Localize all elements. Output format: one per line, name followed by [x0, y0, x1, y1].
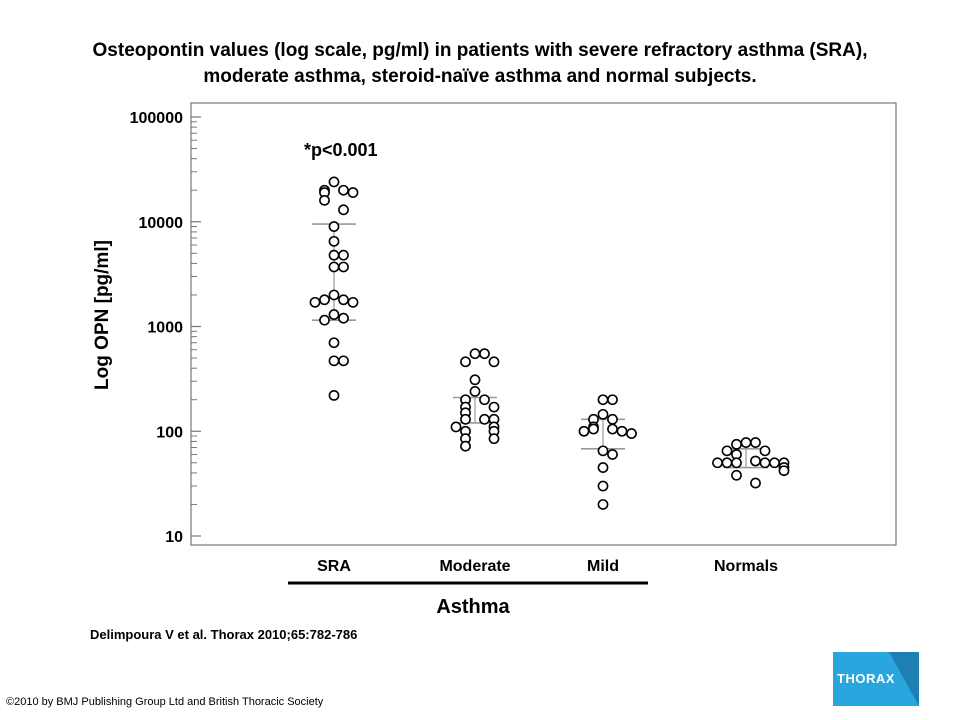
x-tick-label: Mild	[587, 558, 619, 575]
y-tick-label: 100	[156, 424, 183, 441]
data-point	[319, 314, 330, 326]
x-axis: SRA Moderate Mild Normals	[317, 558, 778, 575]
data-point	[479, 348, 490, 360]
data-point	[712, 457, 723, 469]
data-point	[469, 348, 481, 360]
data-point	[328, 261, 340, 273]
data-point	[450, 421, 462, 433]
data-point	[740, 437, 752, 448]
data-point	[460, 356, 471, 368]
data-point	[607, 449, 618, 460]
x-tick-label: Normals	[714, 558, 778, 575]
data-point	[731, 469, 742, 481]
data-point	[721, 457, 733, 469]
data-point	[338, 261, 349, 273]
thorax-logo: THORAX	[833, 652, 919, 706]
data-point	[488, 401, 500, 413]
data-point	[460, 413, 471, 425]
y-tick-label: 10	[165, 529, 183, 546]
data-point	[778, 465, 790, 477]
data-point	[597, 394, 609, 406]
data-point	[328, 289, 340, 301]
data-point	[750, 437, 761, 448]
group-label: Asthma	[436, 596, 510, 618]
data-point	[597, 445, 609, 457]
y-tick-label: 100000	[130, 110, 183, 127]
data-point	[769, 457, 780, 469]
copyright: ©2010 by BMJ Publishing Group Ltd and Br…	[6, 696, 324, 708]
data-point	[460, 440, 471, 452]
data-point	[731, 457, 742, 469]
data-point	[750, 455, 761, 467]
data-point	[319, 294, 330, 306]
data-point	[328, 309, 340, 320]
data-point	[479, 394, 490, 406]
data-point	[597, 462, 609, 473]
data-point	[347, 296, 359, 308]
data-point	[759, 445, 771, 457]
data-point	[338, 312, 349, 324]
data-point	[328, 249, 340, 261]
citation: Delimpoura V et al. Thorax 2010;65:782-7…	[90, 627, 358, 642]
y-tick-label: 1000	[147, 320, 183, 337]
data-point	[328, 176, 340, 188]
y-axis-label: Log OPN [pg/ml]	[92, 240, 113, 390]
data-point	[328, 355, 340, 367]
data-point	[347, 187, 359, 198]
data-point	[469, 374, 481, 386]
data-point	[338, 249, 349, 261]
data-point	[597, 480, 609, 492]
chart-title-line-1: Osteopontin values (log scale, pg/ml) in…	[92, 40, 868, 61]
data-point	[479, 413, 490, 425]
data-point	[469, 386, 481, 397]
data-point	[338, 204, 349, 216]
data-point	[607, 423, 618, 435]
x-tick-label: SRA	[317, 558, 351, 575]
data-point	[488, 356, 500, 368]
plot-frame	[190, 102, 897, 546]
data-point	[750, 477, 761, 489]
data-point	[578, 425, 590, 437]
data-point	[319, 194, 330, 206]
data-point	[588, 423, 599, 435]
data-point	[309, 296, 321, 308]
chart-title-line-2: moderate asthma, steroid-naïve asthma an…	[203, 66, 757, 87]
data-point	[607, 394, 618, 406]
data-point	[328, 389, 340, 401]
data-point	[338, 184, 349, 196]
data-point	[328, 337, 340, 349]
chart-title: Osteopontin values (log scale, pg/ml) in…	[0, 38, 960, 90]
data-point	[597, 408, 609, 420]
data-point	[488, 433, 500, 445]
data-point	[338, 294, 349, 306]
data-point	[759, 457, 771, 469]
x-tick-label: Moderate	[439, 558, 510, 575]
data-point	[607, 413, 618, 425]
y-tick-label: 10000	[139, 215, 184, 232]
data-point	[626, 428, 637, 439]
data-point	[328, 221, 340, 232]
data-point	[328, 235, 340, 247]
data-point	[721, 445, 733, 457]
data-point	[597, 499, 609, 510]
logo-text: THORAX	[837, 671, 895, 686]
data-point	[731, 438, 742, 450]
data-point	[616, 425, 628, 437]
significance-annotation: *p<0.001	[304, 140, 378, 160]
y-axis: 10 100 1000 10000 100000	[130, 110, 201, 546]
data-point	[338, 355, 349, 367]
data-points	[309, 176, 790, 510]
